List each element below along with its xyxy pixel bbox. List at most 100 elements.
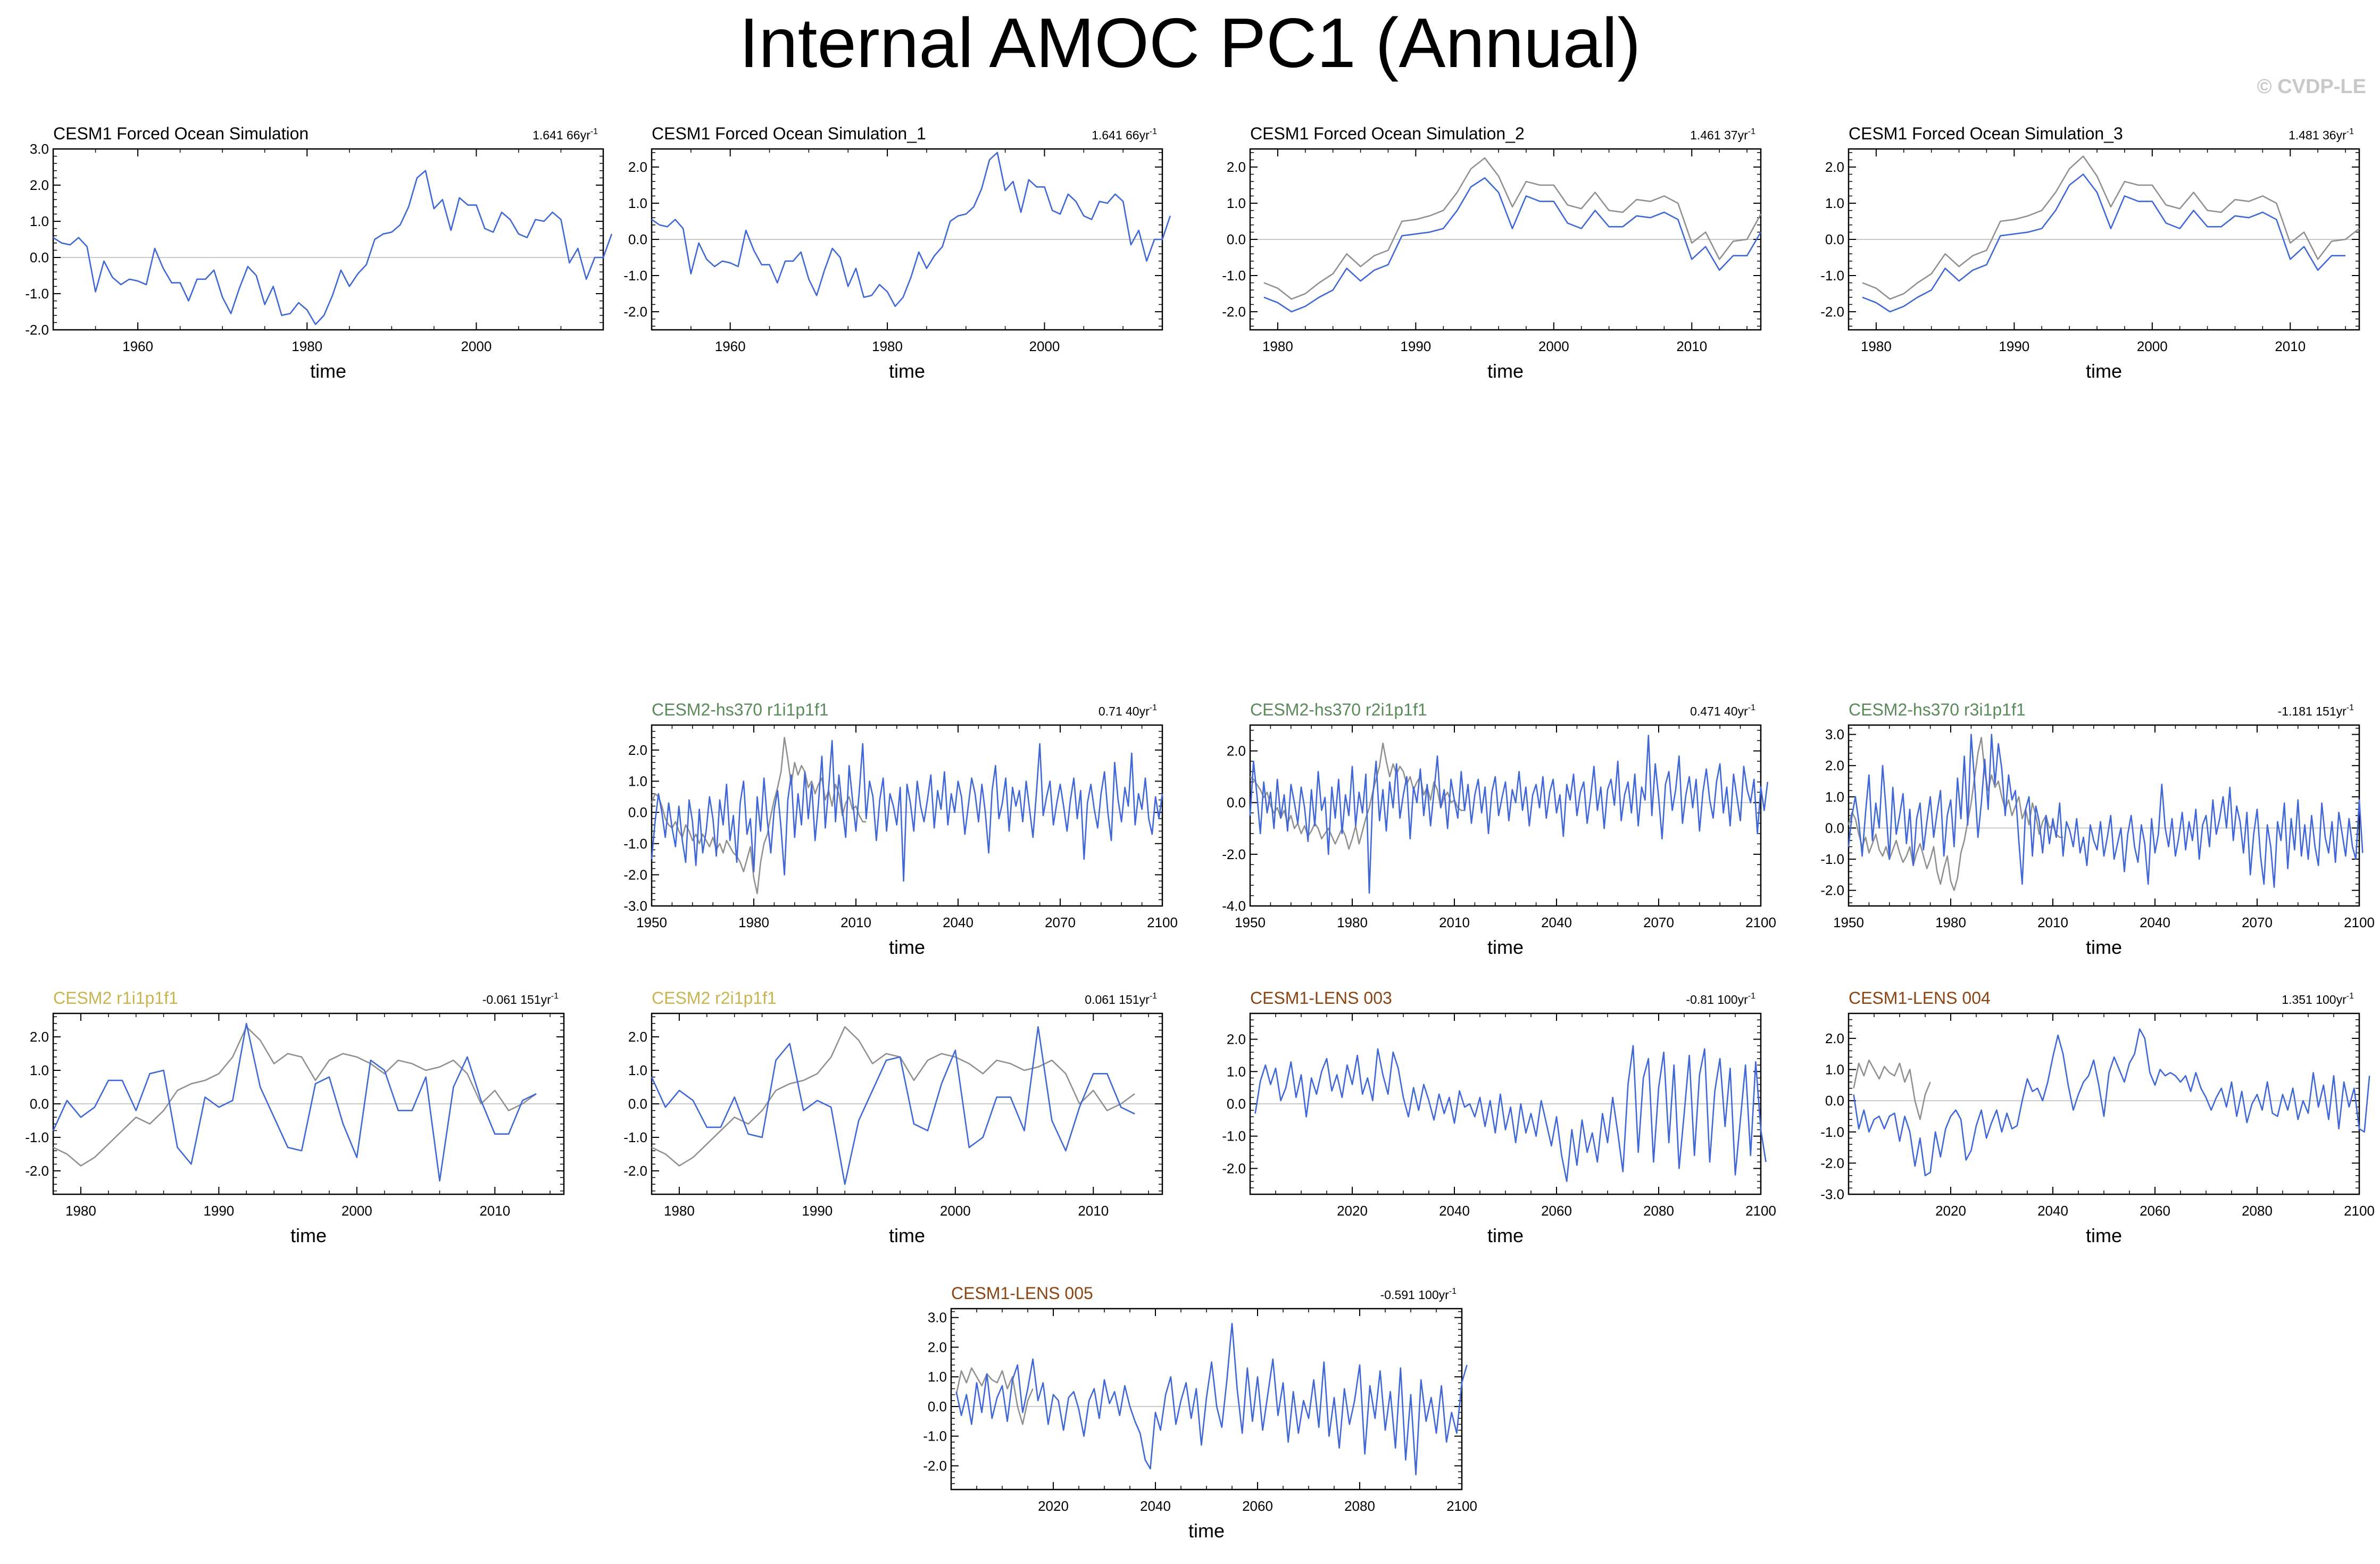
- x-tick-label: 2040: [2037, 1203, 2068, 1219]
- y-tick-label: 2.0: [1825, 758, 1844, 773]
- y-tick-label: -3.0: [623, 898, 647, 914]
- x-tick-label: 2100: [1745, 914, 1776, 930]
- y-tick-label: -1.0: [1820, 1124, 1844, 1140]
- x-tick-label: 2060: [2140, 1203, 2170, 1219]
- member-line: [1862, 173, 2346, 313]
- trend-exponent: -1: [1748, 127, 1755, 136]
- trend-label: 0.471 40yr-1: [1690, 703, 1755, 718]
- trend-value: 0.71 40yr: [1099, 704, 1150, 718]
- y-tick-label: -1.0: [623, 1129, 647, 1145]
- y-tick-label: 2.0: [628, 742, 647, 758]
- trend-label: -0.591 100yr-1: [1380, 1287, 1457, 1302]
- page-title: Internal AMOC PC1 (Annual): [739, 4, 1641, 82]
- x-axis-title: time: [1188, 1520, 1225, 1542]
- panel-cesm1-lens-004: CESM1-LENS 004 1.351 100yr-1 2.0 1.0 0.0 -1.0…: [1820, 981, 2375, 1258]
- chart-title: CESM1 Forced Ocean Simulation_2: [1250, 124, 1525, 143]
- x-tick-label: 1950: [1833, 914, 1864, 930]
- chart-title: CESM1-LENS 005: [951, 1284, 1093, 1303]
- x-tick-label: 2010: [2037, 914, 2068, 930]
- x-tick-label: 2080: [2242, 1203, 2273, 1219]
- member-line: [651, 740, 1163, 882]
- y-tick-label: -2.0: [25, 1163, 49, 1179]
- chart-title: CESM2-hs370 r2i1p1f1: [1250, 700, 1427, 719]
- trend-exponent: -1: [2346, 127, 2354, 136]
- panel-cesm1-fos-1: CESM1 Forced Ocean Simulation_1 1.641 66y…: [623, 117, 1171, 394]
- ensemble-mean-line: [1848, 737, 2063, 892]
- trend-label: 0.061 151yr-1: [1085, 992, 1157, 1006]
- y-tick-label: -4.0: [1222, 898, 1246, 914]
- cvdp-le-watermark: © CVDP-LE: [2257, 76, 2366, 98]
- trend-exponent: -1: [1748, 992, 1755, 1001]
- y-tick-label: 2.0: [628, 159, 647, 175]
- panel-cesm1-lens-005: CESM1-LENS 005 -0.591 100yr-1 3.0 2.0 1.0 0.0…: [923, 1277, 1477, 1553]
- x-tick-label: 1950: [636, 914, 667, 930]
- trend-exponent: -1: [2346, 703, 2354, 712]
- x-tick-label: 2060: [1242, 1498, 1273, 1514]
- x-tick-label: 1950: [1235, 914, 1266, 930]
- trend-exponent: -1: [1150, 127, 1157, 136]
- y-tick-label: 2.0: [1227, 159, 1246, 175]
- chart-svg: CESM2-hs370 r3i1p1f1 -1.181 151yr-1 3.0 2.0…: [1820, 700, 2375, 958]
- panel-cesm1-fos-2: CESM1 Forced Ocean Simulation_2 1.461 37y…: [1222, 117, 1766, 394]
- y-tick-label: 2.0: [1825, 159, 1844, 175]
- y-tick-label: -2.0: [1222, 304, 1246, 320]
- x-tick-label: 2010: [1676, 338, 1707, 354]
- panel-cesm1-lens-003: CESM1-LENS 003 -0.81 100yr-1 2.0 1.0 0.0 -1.0…: [1222, 981, 1776, 1258]
- x-tick-label: 2000: [461, 338, 492, 354]
- trend-value: 0.061 151yr: [1085, 993, 1150, 1006]
- trend-label: 1.461 37yr-1: [1690, 127, 1755, 142]
- y-tick-label: 0.0: [1227, 231, 1246, 247]
- x-tick-label: 1980: [292, 338, 322, 354]
- trend-value: -0.81 100yr: [1686, 993, 1748, 1006]
- member-line: [52, 1022, 537, 1182]
- chart-svg: CESM1 Forced Ocean Simulation 1.641 66yr-…: [25, 124, 613, 382]
- x-tick-label: 2070: [1643, 914, 1674, 930]
- y-tick-label: 3.0: [928, 1310, 947, 1326]
- trend-value: 1.641 66yr: [1092, 128, 1150, 142]
- chart-title: CESM2-hs370 r1i1p1f1: [652, 700, 829, 719]
- y-tick-label: 2.0: [30, 1029, 49, 1045]
- y-tick-label: -2.0: [1222, 1160, 1246, 1176]
- x-tick-label: 1980: [1935, 914, 1966, 930]
- y-tick-label: 0.0: [30, 249, 49, 265]
- x-tick-label: 2000: [2137, 338, 2168, 354]
- chart-title: CESM2 r1i1p1f1: [53, 988, 178, 1008]
- ensemble-mean-line: [955, 1367, 1034, 1425]
- trend-exponent: -1: [1449, 1287, 1457, 1296]
- chart-title: CESM1-LENS 004: [1849, 988, 1991, 1008]
- x-tick-label: 2100: [1446, 1498, 1477, 1514]
- ensemble-mean-line: [53, 1026, 537, 1167]
- chart-svg: CESM1 Forced Ocean Simulation_1 1.641 66y…: [623, 124, 1171, 382]
- y-tick-label: -1.0: [923, 1428, 947, 1444]
- x-axis-title: time: [2086, 360, 2122, 382]
- x-axis-title: time: [1487, 1225, 1524, 1246]
- y-tick-label: 0.0: [1227, 1096, 1246, 1112]
- trend-value: -1.181 151yr: [2278, 704, 2346, 718]
- x-axis-title: time: [889, 360, 925, 382]
- member-line: [1848, 734, 2364, 888]
- y-tick-label: 3.0: [30, 141, 49, 157]
- trend-label: 1.481 36yr-1: [2289, 127, 2354, 142]
- y-tick-label: -1.0: [623, 836, 647, 852]
- y-tick-label: -2.0: [1820, 883, 1844, 899]
- x-axis-title: time: [1487, 360, 1524, 382]
- y-tick-label: -1.0: [25, 286, 49, 302]
- y-tick-label: 0.0: [928, 1399, 947, 1415]
- x-tick-label: 2000: [1538, 338, 1569, 354]
- x-tick-label: 2080: [1344, 1498, 1375, 1514]
- x-tick-label: 1960: [122, 338, 153, 354]
- x-tick-label: 1990: [1400, 338, 1431, 354]
- chart-title: CESM2-hs370 r3i1p1f1: [1849, 700, 2026, 719]
- y-tick-label: 1.0: [30, 213, 49, 229]
- chart-title: CESM1 Forced Ocean Simulation_3: [1849, 124, 2123, 143]
- chart-svg: CESM1-LENS 004 1.351 100yr-1 2.0 1.0 0.0 -1.0…: [1820, 988, 2375, 1246]
- y-tick-label: -1.0: [25, 1129, 49, 1145]
- x-tick-label: 2010: [841, 914, 871, 930]
- x-axis-title: time: [889, 1225, 925, 1246]
- x-tick-label: 1990: [802, 1203, 833, 1219]
- y-tick-label: -2.0: [623, 867, 647, 883]
- y-tick-label: 1.0: [1825, 789, 1844, 805]
- ensemble-mean-line: [1250, 742, 1465, 850]
- chart-svg: CESM2-hs370 r1i1p1f1 0.71 40yr-1 2.0 1.0 0.0…: [623, 700, 1178, 958]
- x-tick-label: 2070: [2242, 914, 2273, 930]
